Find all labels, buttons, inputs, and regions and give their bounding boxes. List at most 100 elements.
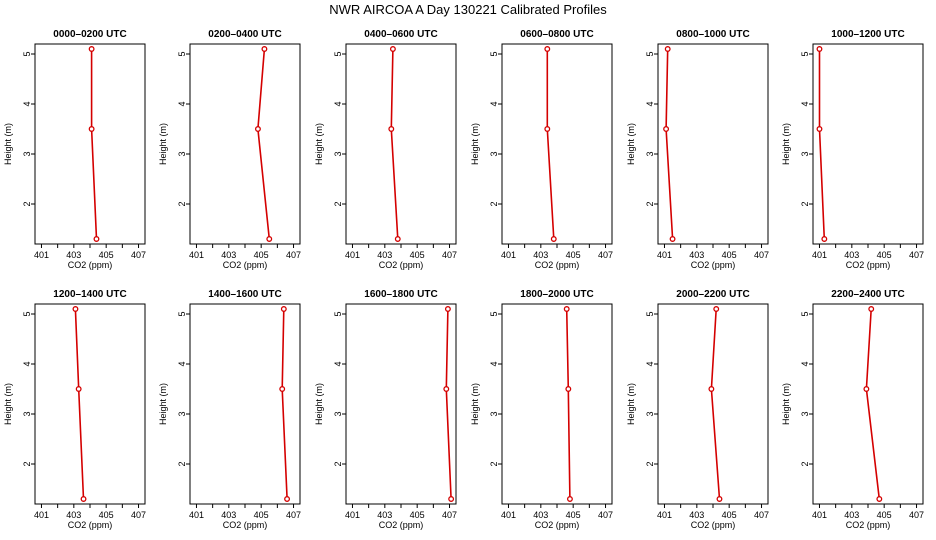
x-tick-label: 403 — [844, 510, 859, 520]
y-tick-label: 3 — [22, 151, 32, 156]
data-point — [72, 306, 79, 312]
x-tick-label: 403 — [689, 250, 704, 260]
x-tick-label: 403 — [221, 510, 236, 520]
panel-title: 0000–0200 UTC — [53, 29, 126, 40]
panel-title: 1400–1600 UTC — [208, 289, 281, 300]
x-axis-label: CO2 (ppm) — [379, 260, 424, 270]
x-tick-label: 401 — [34, 250, 49, 260]
x-tick-label: 405 — [99, 510, 114, 520]
x-tick-label: 401 — [189, 510, 204, 520]
panel-title: 1800–2000 UTC — [520, 289, 593, 300]
y-axis-label: Height (m) — [3, 383, 13, 425]
x-axis-label: CO2 (ppm) — [691, 260, 736, 270]
data-point — [816, 126, 823, 132]
panel-title: 1200–1400 UTC — [53, 289, 126, 300]
series-line — [546, 49, 555, 240]
data-point — [448, 496, 455, 502]
plot-frame — [657, 43, 769, 245]
panel-title: 2200–2400 UTC — [831, 289, 904, 300]
data-point — [444, 306, 451, 312]
x-tick-label: 403 — [66, 510, 81, 520]
series-line — [865, 308, 881, 500]
panel-title: 2000–2200 UTC — [676, 289, 749, 300]
series-line — [565, 308, 571, 500]
y-axis-label: Height (m) — [781, 123, 791, 165]
series-line — [665, 48, 674, 240]
y-tick-label: 5 — [489, 311, 499, 316]
x-tick-label: 405 — [722, 250, 737, 260]
plot-frame — [34, 303, 146, 505]
y-tick-label: 2 — [489, 461, 499, 466]
panel-6: 1000–1200 UTC 401 403 405 407 2 3 4 5 CO2 (ppm) He… — [781, 29, 924, 270]
x-tick-label: 403 — [533, 510, 548, 520]
y-axis-label: Height (m) — [314, 123, 324, 165]
x-axis-label: CO2 (ppm) — [223, 520, 268, 530]
data-point — [279, 386, 286, 392]
x-tick-label: 405 — [410, 510, 425, 520]
panel-7: 1200–1400 UTC 401 403 405 407 2 3 4 5 CO2 (ppm) He… — [3, 289, 146, 530]
x-tick-label: 405 — [877, 510, 892, 520]
x-tick-label: 407 — [286, 250, 301, 260]
y-tick-label: 3 — [800, 151, 810, 156]
y-tick-label: 5 — [645, 51, 655, 56]
panel-4: 0600–0800 UTC 401 403 405 407 2 3 4 5 CO2 (ppm) He… — [470, 29, 613, 270]
y-tick-label: 2 — [177, 201, 187, 206]
figure-title: NWR AIRCOA A Day 130221 Calibrated Profi… — [329, 2, 607, 17]
x-tick-label: 407 — [909, 510, 924, 520]
x-tick-label: 403 — [689, 510, 704, 520]
data-point — [75, 386, 82, 392]
y-tick-label: 2 — [800, 461, 810, 466]
y-tick-label: 4 — [177, 361, 187, 366]
x-tick-label: 403 — [221, 250, 236, 260]
panel-9: 1600–1800 UTC 401 403 405 407 2 3 4 5 CO2 (ppm) He… — [314, 289, 457, 530]
panel-5: 0800–1000 UTC 401 403 405 407 2 3 4 5 CO2 (ppm) He… — [626, 29, 769, 270]
data-point — [88, 126, 95, 132]
panel-12: 2200–2400 UTC 401 403 405 407 2 3 4 5 CO2 (ppm) He… — [781, 289, 924, 530]
x-tick-label: 407 — [442, 510, 457, 520]
x-tick-label: 407 — [909, 250, 924, 260]
data-point — [876, 496, 883, 502]
series-line — [90, 49, 98, 240]
data-point — [266, 236, 273, 242]
y-tick-label: 4 — [489, 101, 499, 106]
y-tick-label: 5 — [177, 51, 187, 56]
x-tick-label: 401 — [657, 250, 672, 260]
x-tick-label: 403 — [377, 510, 392, 520]
x-tick-label: 401 — [812, 510, 827, 520]
data-point — [544, 126, 551, 132]
y-tick-label: 3 — [645, 151, 655, 156]
data-point — [563, 306, 570, 312]
data-point — [669, 236, 676, 242]
y-tick-label: 5 — [800, 51, 810, 56]
series-line — [818, 49, 826, 240]
data-point — [821, 236, 828, 242]
x-tick-label: 407 — [598, 510, 613, 520]
panel-title: 0200–0400 UTC — [208, 29, 281, 40]
y-tick-label: 4 — [333, 101, 343, 106]
series-line — [445, 308, 452, 500]
x-axis-label: CO2 (ppm) — [535, 520, 580, 530]
x-tick-label: 407 — [286, 510, 301, 520]
y-tick-label: 3 — [22, 411, 32, 416]
data-point — [663, 126, 670, 132]
y-axis-label: Height (m) — [3, 123, 13, 165]
x-tick-label: 407 — [442, 250, 457, 260]
data-point — [565, 386, 572, 392]
plot-frame — [501, 303, 613, 505]
y-tick-label: 2 — [333, 201, 343, 206]
y-tick-label: 4 — [645, 361, 655, 366]
x-tick-label: 401 — [657, 510, 672, 520]
data-point — [389, 46, 396, 52]
plot-frame — [345, 303, 457, 505]
y-axis-label: Height (m) — [470, 383, 480, 425]
data-point — [284, 496, 291, 502]
x-tick-label: 403 — [66, 250, 81, 260]
plot-frame — [34, 43, 146, 245]
x-tick-label: 405 — [566, 250, 581, 260]
y-tick-label: 4 — [489, 361, 499, 366]
y-tick-label: 2 — [333, 461, 343, 466]
y-tick-label: 3 — [177, 151, 187, 156]
plot-frame — [812, 43, 924, 245]
y-tick-label: 5 — [333, 311, 343, 316]
